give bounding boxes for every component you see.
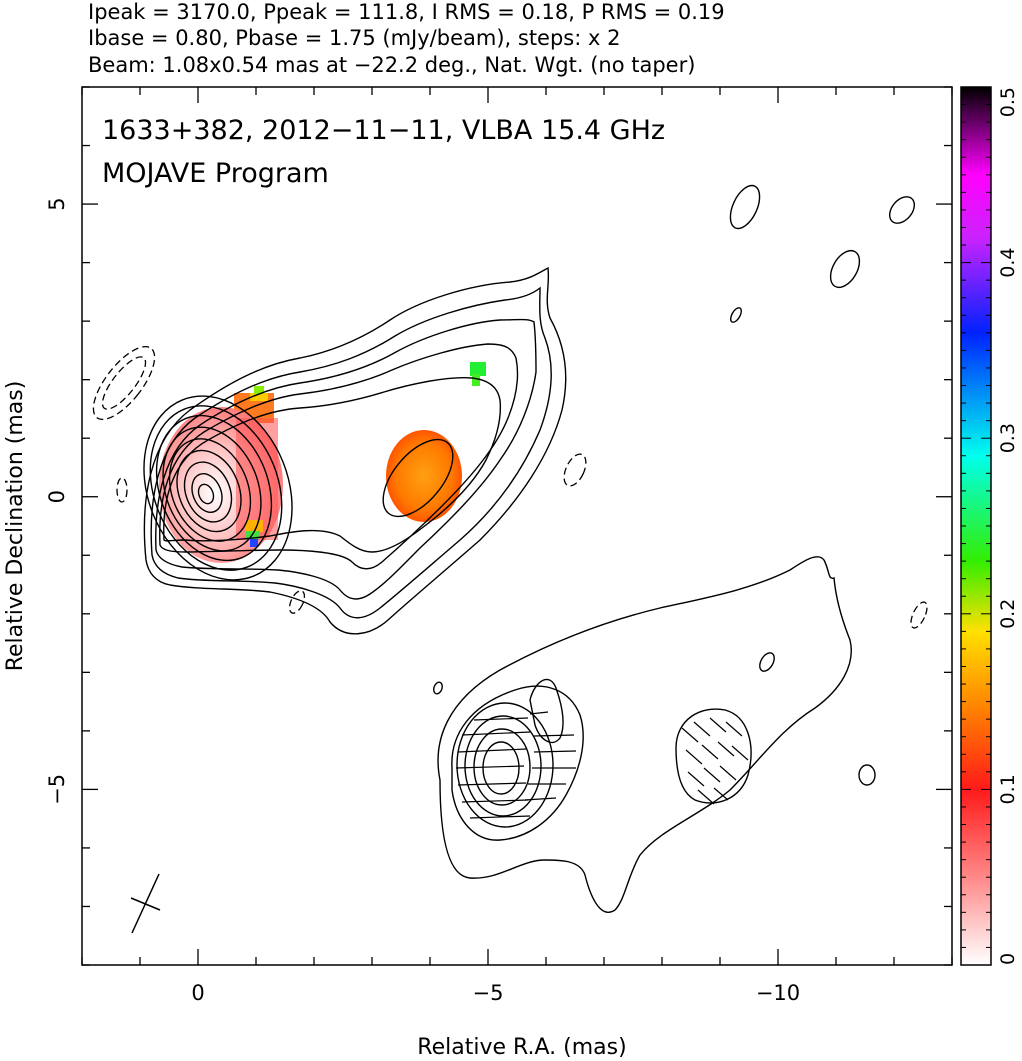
evpa-tick [529, 711, 549, 715]
contour-core-4 [162, 426, 262, 552]
contour-core-6 [176, 449, 242, 533]
evpa-tick [461, 731, 531, 736]
evpa-tick [693, 721, 711, 737]
evpa-tick [687, 771, 705, 787]
evpa-tick [473, 717, 529, 721]
plot-title: 1633+382, 2012−11−11, VLBA 15.4 GHz [102, 115, 665, 146]
axis-tick-labels: 0 −5 −10 5 0 −5 [45, 197, 800, 1005]
evpa-tick [469, 815, 531, 819]
contour-core-1 [143, 395, 293, 581]
colorbar-tick-label: 0 [997, 953, 1019, 965]
evpa-tick [697, 789, 715, 805]
contour-3 [155, 318, 537, 600]
colorbar-tick-label: 0.5 [997, 87, 1019, 117]
contour-4 [159, 343, 519, 570]
axis-ticks [81, 86, 953, 966]
colorbar-tick-label: 0.1 [997, 774, 1019, 804]
colorbar-tick-label: 0.2 [997, 599, 1019, 629]
plot-frame [81, 86, 953, 966]
evpa-tick [701, 744, 719, 760]
evpa-tick [709, 717, 727, 733]
core-pol-bottom-blue [250, 539, 258, 547]
contour-blob-5 [433, 681, 443, 695]
contour-outer-main [143, 266, 567, 635]
neg-contour-1a [92, 345, 156, 421]
x-tick-label: −5 [473, 981, 504, 1005]
x-tick-label: −10 [756, 981, 800, 1005]
x-tick-label: 0 [191, 981, 204, 1005]
contour-knot [382, 438, 454, 518]
contour-core-5 [168, 438, 252, 542]
contour-south-1 [451, 685, 584, 841]
beam-symbol [130, 873, 161, 934]
neg-contour-5 [910, 601, 928, 629]
evpa-tick [717, 741, 735, 757]
contour-blob-1 [729, 184, 761, 230]
evpa-tick [457, 748, 527, 753]
core-pol-bottom-yellow [245, 520, 263, 532]
evpa-tick [461, 799, 529, 803]
y-axis-label: Relative Declination (mas) [3, 381, 28, 672]
contour-blob-2 [888, 196, 916, 224]
contour-south-2 [456, 702, 554, 828]
header-stats-line: Ipeak = 3170.0, Ppeak = 111.8, I RMS = 0… [88, 0, 725, 24]
contour-east-knot [675, 708, 752, 804]
colorbar-ticks [961, 86, 991, 966]
colorbar-tick-labels: 0 0.1 0.2 0.3 0.4 0.5 [997, 87, 1019, 965]
evpa-tick [713, 787, 729, 801]
evpa-tick [681, 727, 699, 743]
evpa-tick [457, 782, 527, 786]
evpa-tick [533, 750, 577, 753]
evpa-vectors [455, 711, 749, 819]
evpa-tick [731, 745, 749, 761]
contour-5 [163, 376, 502, 553]
y-tick-label: 5 [45, 197, 69, 210]
contour-core-8 [191, 473, 223, 513]
evpa-tick [719, 765, 737, 781]
y-tick-label: 0 [45, 490, 69, 503]
neg-contour-1b [101, 356, 147, 410]
neg-contour-2 [116, 477, 128, 503]
contour-blob-4 [730, 307, 742, 323]
contour-outer-south [437, 556, 852, 913]
core-pol-top-green [254, 386, 264, 394]
contour-core-7 [183, 461, 233, 523]
evpa-tick [685, 749, 703, 765]
core-pol-top-yellow [250, 393, 268, 401]
evpa-tick [524, 797, 557, 801]
evpa-tick [533, 734, 575, 737]
header-beam-line: Beam: 1.08x0.54 mas at −22.2 deg., Nat. … [88, 53, 695, 77]
green-pol-patch [470, 362, 486, 376]
contour-core-2 [149, 405, 283, 571]
evpa-tick [703, 767, 721, 783]
colorbar-tick-label: 0.4 [997, 247, 1019, 277]
y-tick-label: −5 [45, 774, 69, 805]
knot-pol-blob [386, 430, 462, 522]
plot-subtitle: MOJAVE Program [102, 158, 329, 189]
contour-blob-3 [829, 249, 861, 289]
neg-contour-3 [563, 453, 587, 487]
evpa-tick [725, 721, 743, 737]
contour-south-3 [464, 715, 542, 817]
neg-contour-4 [288, 590, 306, 614]
plot-area [92, 184, 928, 934]
contour-core-3 [155, 414, 273, 562]
contour-south-5 [482, 741, 520, 795]
negative-contours [92, 345, 928, 629]
contour-blob-7 [858, 764, 876, 786]
header-base-line: Ibase = 0.80, Pbase = 1.75 (mJy/beam), s… [88, 26, 620, 50]
contour-south-lobe [529, 678, 564, 743]
x-axis-label: Relative R.A. (mas) [417, 1035, 626, 1060]
colorbar-tick-label: 0.3 [997, 423, 1019, 453]
contour-core-9 [197, 483, 215, 505]
evpa-tick [455, 765, 525, 769]
contour-blob-6 [759, 652, 775, 672]
beam-minor-axis [130, 897, 161, 911]
green-pol-patch-tail [472, 374, 480, 386]
contour-2 [150, 286, 553, 619]
